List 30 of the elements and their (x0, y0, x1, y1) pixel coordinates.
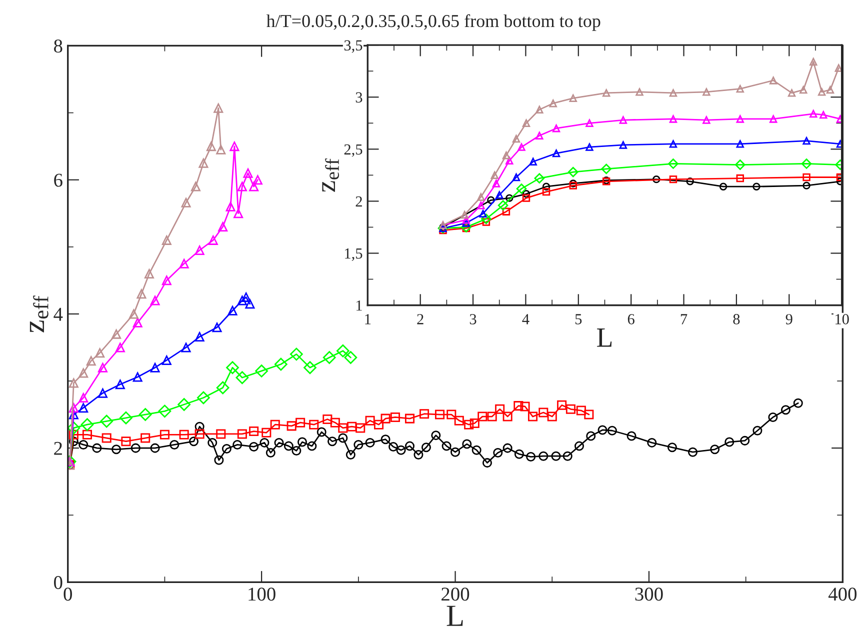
y-tick-label: 3,5 (344, 40, 362, 53)
x-tick-label: 400 (828, 588, 857, 601)
x-tick-label: 4 (522, 314, 530, 324)
text: h/T=0.05,0.2,0.35,0.5,0.65 from bottom to top (266, 14, 600, 31)
x-tick-label: 1 (365, 314, 371, 324)
x-tick-label: 9 (786, 314, 792, 324)
y-tick-label: 1 (356, 300, 362, 311)
y-tick-label: 1,5 (345, 248, 362, 261)
x-tick-label: 0 (64, 588, 72, 601)
x-tick-label: 10 (836, 314, 849, 324)
x-tick-label: 300 (635, 588, 663, 601)
x-tick-label: 7 (680, 314, 688, 324)
x-tick-label: 2 (417, 314, 424, 324)
x-tick-label: 5 (575, 314, 582, 324)
y-tick-label: 6 (54, 174, 62, 187)
y-tick-label: 2,5 (344, 144, 362, 157)
x-tick-label: 6 (628, 314, 634, 324)
y-tick-label: 3 (356, 92, 362, 103)
y-tick-label: 8 (54, 40, 62, 53)
x-tick-label: 100 (248, 588, 276, 601)
y-axis-title: z$_{eff}$ (322, 158, 339, 192)
x-tick-label: 200 (442, 588, 470, 601)
y-tick-label: 2 (54, 442, 62, 455)
y-tick-label: 0 (54, 576, 62, 590)
x-axis-title: L (446, 606, 463, 626)
x-axis-title: L (597, 328, 612, 347)
x-tick-label: 3 (470, 314, 476, 324)
x-tick-label: 8 (733, 314, 740, 324)
y-axis-title: z$_{eff}$ (30, 296, 48, 332)
y-tick-label: 2 (356, 196, 362, 206)
